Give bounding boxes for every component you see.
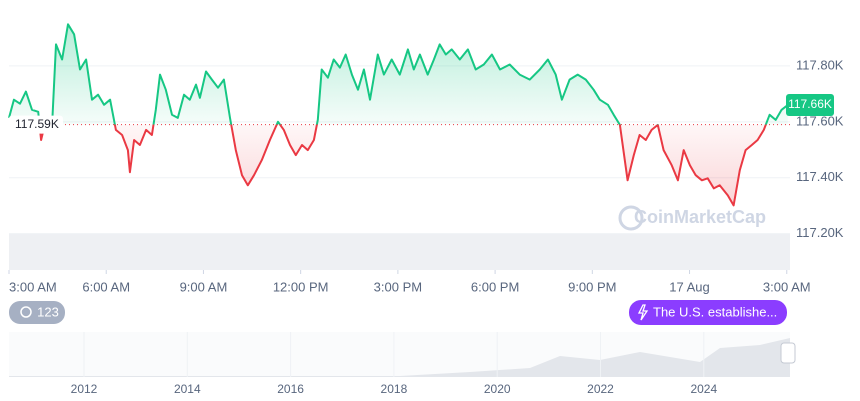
y-tick-label: 117.20K bbox=[796, 225, 844, 240]
navigator-area bbox=[9, 338, 790, 377]
y-tick-label: 117.80K bbox=[796, 57, 844, 72]
navigator-year: 2014 bbox=[174, 382, 201, 396]
baseline-label-bg bbox=[9, 115, 63, 134]
navigator-year: 2020 bbox=[484, 382, 511, 396]
news-bg bbox=[629, 300, 787, 325]
navigator-year: 2022 bbox=[587, 382, 614, 396]
x-tick-label: 6:00 PM bbox=[471, 279, 519, 294]
area bbox=[9, 24, 788, 206]
events-badge[interactable]: 123 bbox=[9, 301, 65, 324]
badge-icon bbox=[20, 306, 32, 318]
news-icon bbox=[637, 304, 649, 321]
current-price-bg bbox=[786, 94, 834, 117]
x-tick-label: 12:00 PM bbox=[273, 279, 329, 294]
navigator-handle[interactable] bbox=[780, 342, 796, 364]
navigator-year: 2024 bbox=[690, 382, 717, 396]
news-text: The U.S. establishe... bbox=[653, 304, 777, 319]
x-tick-label: 3:00 AM bbox=[763, 279, 811, 294]
current-price-label: 117.66K bbox=[788, 97, 832, 111]
badge-count: 123 bbox=[37, 304, 59, 319]
x-tick-label: 17 Aug bbox=[669, 279, 710, 294]
x-tick-label: 9:00 AM bbox=[180, 279, 228, 294]
x-tick-label: 9:00 PM bbox=[568, 279, 616, 294]
navigator-year: 2016 bbox=[277, 382, 304, 396]
plot bbox=[8, 23, 790, 274]
y-tick-label: 117.40K bbox=[796, 169, 844, 184]
badge-bg bbox=[9, 301, 65, 324]
watermark-logo bbox=[618, 205, 644, 231]
price-line bbox=[8, 23, 789, 207]
y-tick-label: 117.60K bbox=[796, 113, 844, 128]
navigator-year: 2012 bbox=[71, 382, 98, 396]
navigator-year: 2018 bbox=[381, 382, 408, 396]
baseline-label: 117.59K bbox=[15, 117, 59, 131]
x-tick-label: 3:00 PM bbox=[374, 279, 422, 294]
volume-band bbox=[9, 234, 790, 270]
navigator bbox=[9, 332, 796, 377]
x-tick-label: 6:00 AM bbox=[82, 279, 130, 294]
news-pill[interactable]: The U.S. establishe... bbox=[629, 300, 787, 325]
watermark: CoinMarketCap bbox=[634, 207, 766, 227]
x-tick-label: 3:00 AM bbox=[9, 279, 57, 294]
